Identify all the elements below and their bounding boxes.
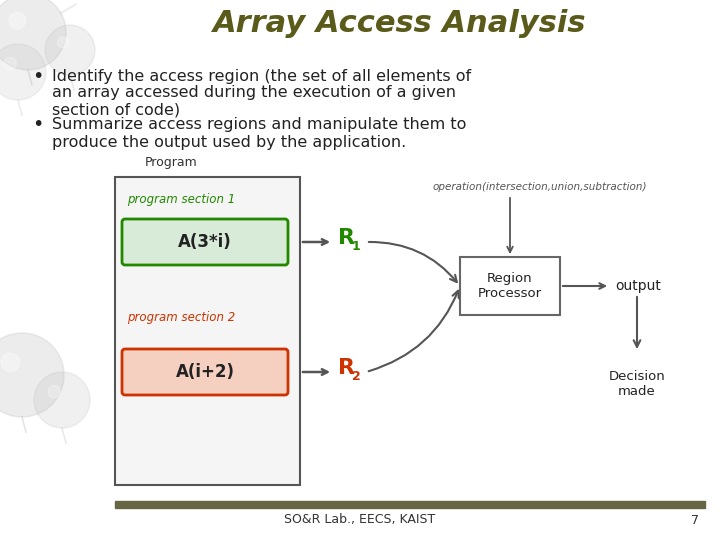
FancyArrowPatch shape [369, 242, 456, 282]
Text: R: R [338, 228, 355, 248]
Text: •: • [32, 66, 43, 85]
Text: produce the output used by the application.: produce the output used by the applicati… [52, 134, 406, 150]
FancyBboxPatch shape [460, 257, 560, 315]
Circle shape [58, 37, 68, 48]
Bar [115, 501, 705, 508]
Text: SO&R Lab., EECS, KAIST: SO&R Lab., EECS, KAIST [284, 514, 436, 526]
Text: operation(intersection,union,subtraction): operation(intersection,union,subtraction… [433, 182, 647, 192]
Text: Region
Processor: Region Processor [478, 272, 542, 300]
Text: •: • [32, 116, 43, 134]
Text: Program: Program [145, 156, 198, 169]
FancyBboxPatch shape [115, 177, 300, 485]
Circle shape [34, 372, 90, 428]
Text: Decision
made: Decision made [608, 370, 665, 398]
FancyArrowPatch shape [369, 291, 459, 371]
Text: program section 1: program section 1 [127, 192, 235, 206]
Circle shape [4, 57, 17, 70]
Circle shape [1, 353, 19, 372]
Text: Identify the access region (the set of all elements of: Identify the access region (the set of a… [52, 69, 471, 84]
Circle shape [0, 44, 46, 100]
Text: Summarize access regions and manipulate them to: Summarize access regions and manipulate … [52, 118, 467, 132]
Text: Array Access Analysis: Array Access Analysis [213, 10, 587, 38]
Text: 2: 2 [352, 369, 361, 382]
Text: A(3*i): A(3*i) [178, 233, 232, 251]
Text: 7: 7 [691, 514, 699, 526]
Text: output: output [615, 279, 661, 293]
Circle shape [48, 386, 60, 398]
Circle shape [45, 25, 95, 75]
FancyArrowPatch shape [634, 297, 640, 347]
Text: R: R [338, 358, 355, 378]
Text: an array accessed during the execution of a given: an array accessed during the execution o… [52, 85, 456, 100]
FancyBboxPatch shape [122, 219, 288, 265]
FancyBboxPatch shape [122, 349, 288, 395]
Circle shape [0, 333, 64, 417]
Text: A(i+2): A(i+2) [176, 363, 235, 381]
Circle shape [9, 12, 26, 29]
Circle shape [0, 0, 66, 70]
Text: program section 2: program section 2 [127, 310, 235, 323]
Text: 1: 1 [352, 240, 361, 253]
Text: section of code): section of code) [52, 103, 180, 118]
